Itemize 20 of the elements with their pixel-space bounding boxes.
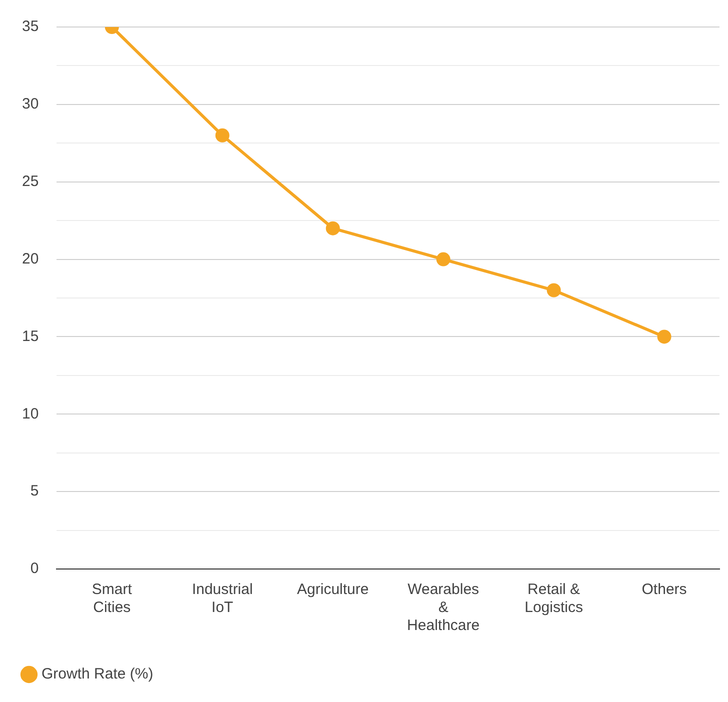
y-tick-label: 35 xyxy=(22,18,39,36)
y-tick-label: 15 xyxy=(22,328,39,345)
x-tick-label: Smart Cities xyxy=(92,581,133,616)
x-tick-label: Others xyxy=(642,581,687,598)
point xyxy=(546,283,561,298)
y-tick-label: 10 xyxy=(22,405,39,422)
point xyxy=(436,252,450,266)
point xyxy=(326,221,340,236)
y-tick-label: 25 xyxy=(22,173,39,190)
y-tick-label: 0 xyxy=(30,560,39,578)
x-tick-label: Industrial IoT xyxy=(192,581,253,616)
y-tick-label: 30 xyxy=(22,96,39,113)
x-tick-label: Wearables & Healthcare xyxy=(407,581,480,634)
x-tick-label: Agriculture xyxy=(297,581,369,598)
point xyxy=(657,330,672,344)
y-tick-label: 20 xyxy=(22,250,39,268)
x-tick-label: Retail & Logistics xyxy=(524,581,583,616)
legend-label: Growth Rate (%) xyxy=(42,666,154,683)
y-tick-label: 5 xyxy=(30,482,39,500)
point xyxy=(215,128,230,142)
